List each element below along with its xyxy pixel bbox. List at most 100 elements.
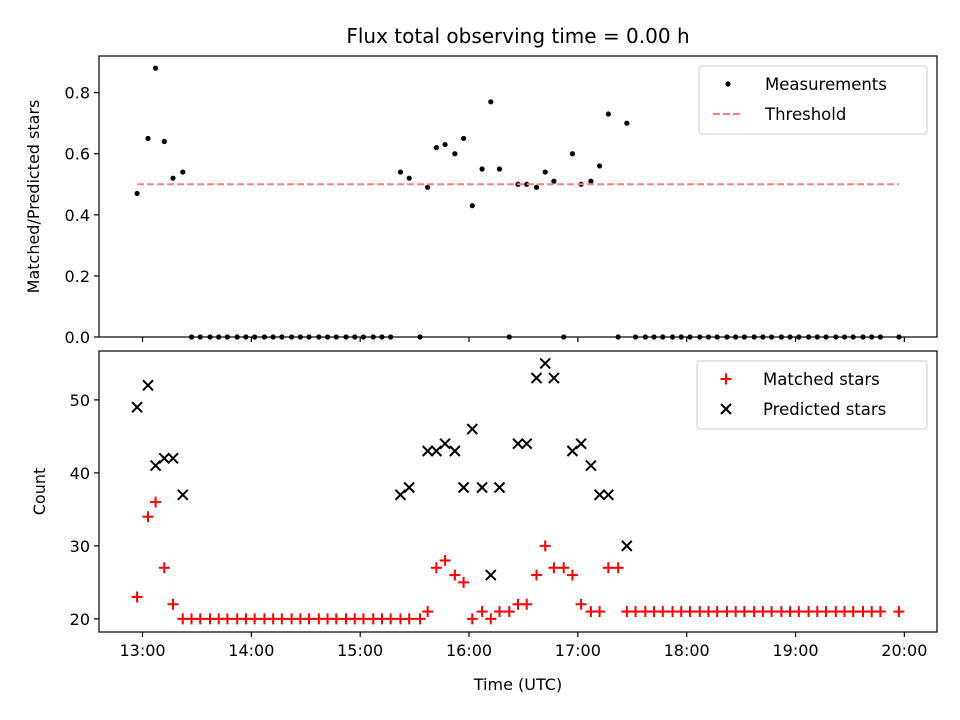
chart-count-legend: Matched stars Predicted stars bbox=[696, 360, 928, 430]
legend-swatch bbox=[725, 81, 731, 87]
measurements-point bbox=[442, 141, 448, 148]
predicted-stars-point bbox=[449, 445, 461, 457]
measurements-point bbox=[524, 181, 530, 187]
measurements-point bbox=[433, 145, 439, 151]
chart-count-xtick-label: 18:00 bbox=[664, 641, 710, 660]
legend-swatch bbox=[720, 373, 732, 385]
measurements-point bbox=[479, 166, 485, 172]
predicted-stars-point bbox=[539, 357, 551, 370]
chart-ratio-title: Flux total observing time = 0.00 h bbox=[346, 24, 689, 48]
matched-stars-point bbox=[330, 613, 342, 625]
matched-stars-point bbox=[439, 554, 451, 566]
matched-stars-point bbox=[466, 613, 478, 625]
chart-count-ytick-label: 20 bbox=[70, 610, 90, 629]
matched-stars-point bbox=[131, 591, 143, 603]
predicted-stars-point bbox=[575, 437, 587, 450]
measurements-point bbox=[551, 178, 557, 184]
measurements-point bbox=[180, 169, 186, 175]
matched-stars-point bbox=[493, 606, 505, 618]
legend-label: Threshold bbox=[764, 105, 846, 124]
legend-frame bbox=[698, 65, 928, 135]
predicted-stars-point bbox=[439, 437, 451, 450]
chart-ratio-series-measurements bbox=[134, 65, 902, 340]
predicted-stars-point bbox=[512, 437, 524, 450]
matched-stars-point bbox=[766, 606, 778, 618]
legend-label: Matched stars bbox=[763, 370, 880, 389]
chart-count-xtick-label: 15:00 bbox=[337, 641, 383, 660]
measurements-point bbox=[542, 169, 548, 175]
matched-stars-point bbox=[430, 562, 442, 574]
chart-count-axes-frame bbox=[98, 350, 938, 633]
measurements-point bbox=[469, 203, 475, 209]
matched-stars-point bbox=[414, 613, 426, 625]
matched-stars-point bbox=[458, 576, 470, 588]
chart-count-series-predicted-stars bbox=[131, 357, 633, 581]
predicted-stars-point bbox=[548, 372, 560, 384]
matched-stars-point bbox=[531, 569, 543, 581]
matched-stars-point bbox=[893, 606, 905, 618]
matched-stars-point bbox=[566, 569, 578, 581]
chart-count-ytick-label: 30 bbox=[70, 537, 90, 556]
measurements-point bbox=[425, 184, 431, 190]
matched-stars-point bbox=[738, 606, 750, 618]
matched-stars-point bbox=[221, 613, 233, 625]
matched-stars-point bbox=[142, 511, 154, 523]
measurements-point bbox=[605, 111, 611, 117]
measurements-point bbox=[624, 120, 630, 126]
predicted-stars-point bbox=[177, 489, 189, 501]
chart-count-ytick-label: 40 bbox=[70, 464, 90, 483]
legend-frame bbox=[696, 360, 928, 430]
predicted-stars-point bbox=[602, 489, 615, 501]
matched-stars-point bbox=[793, 606, 805, 618]
matched-stars-point bbox=[167, 598, 179, 610]
measurements-point bbox=[488, 99, 494, 105]
matched-stars-point bbox=[357, 613, 369, 625]
predicted-stars-point bbox=[167, 452, 179, 464]
chart-count-xtick-label: 14:00 bbox=[228, 641, 274, 660]
matched-stars-point bbox=[485, 613, 497, 625]
predicted-stars-point bbox=[530, 372, 543, 384]
matched-stars-point bbox=[539, 540, 551, 552]
matched-stars-point bbox=[422, 606, 434, 618]
matched-stars-point bbox=[594, 606, 606, 618]
measurements-point bbox=[460, 135, 467, 142]
chart-count-xlabel: Time (UTC) bbox=[473, 675, 562, 694]
legend-label: Predicted stars bbox=[763, 400, 886, 419]
matched-stars-point bbox=[820, 606, 832, 618]
predicted-stars-point bbox=[457, 481, 470, 494]
measurements-point bbox=[569, 151, 576, 157]
predicted-stars-point bbox=[131, 401, 143, 413]
matched-stars-point bbox=[503, 606, 515, 618]
predicted-stars-point bbox=[421, 445, 434, 457]
predicted-stars-point bbox=[476, 481, 488, 494]
measurements-point bbox=[406, 175, 412, 181]
chart-ratio-ytick-label: 0.2 bbox=[65, 267, 90, 286]
chart-ratio-legend: Measurements Threshold bbox=[698, 65, 928, 135]
matched-stars-point bbox=[874, 606, 886, 618]
matched-stars-point bbox=[150, 496, 162, 508]
chart-ratio-ytick-label: 0.4 bbox=[65, 206, 90, 225]
matched-stars-point bbox=[548, 562, 560, 574]
matched-stars-point bbox=[449, 569, 461, 581]
matched-stars-point bbox=[612, 562, 624, 574]
predicted-stars-point bbox=[621, 540, 633, 552]
matched-stars-point bbox=[385, 613, 397, 625]
legend-swatch bbox=[720, 403, 732, 415]
predicted-stars-point bbox=[485, 569, 497, 581]
predicted-stars-point bbox=[593, 489, 606, 501]
matched-stars-point bbox=[657, 606, 669, 618]
measurements-point bbox=[452, 151, 458, 157]
matched-stars-point bbox=[476, 606, 488, 618]
chart-ratio-ytick-label: 0.0 bbox=[65, 328, 90, 347]
measurements-point bbox=[134, 190, 140, 197]
predicted-stars-point bbox=[520, 437, 533, 450]
chart-count-ylabel: Count bbox=[30, 468, 49, 516]
chart-ratio-ylabel: Matched/Predicted stars bbox=[24, 100, 43, 294]
matched-stars-point bbox=[575, 598, 587, 610]
measurements-point bbox=[152, 65, 159, 71]
chart-count-series-matched-stars bbox=[131, 496, 905, 625]
predicted-stars-point bbox=[142, 379, 154, 392]
matched-stars-point bbox=[276, 613, 288, 625]
chart-ratio-axes-frame bbox=[98, 55, 938, 338]
